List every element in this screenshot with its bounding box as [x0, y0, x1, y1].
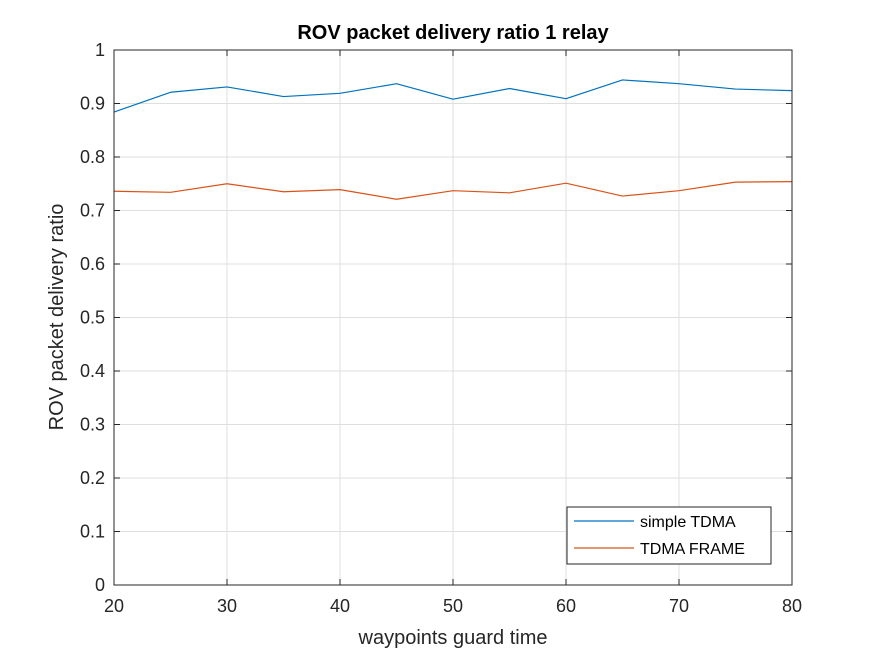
x-tick-label: 50 — [443, 596, 463, 616]
legend-label-simple-tdma: simple TDMA — [640, 514, 736, 531]
y-tick-label: 0 — [95, 575, 105, 595]
x-tick-label: 20 — [104, 596, 124, 616]
series-line-simple-tdma — [113, 79, 793, 113]
legend-box — [566, 506, 772, 565]
x-tick-label: 80 — [782, 596, 802, 616]
x-tick-label: 70 — [669, 596, 689, 616]
x-tick-label: 30 — [217, 596, 237, 616]
y-axis-label: ROV packet delivery ratio — [46, 204, 68, 431]
y-tick-label: 0.4 — [80, 361, 105, 381]
y-tick-label: 0.5 — [80, 308, 105, 328]
x-tick-label: 60 — [556, 596, 576, 616]
legend: simple TDMA TDMA FRAME — [566, 506, 772, 565]
legend-label-tdma-frame: TDMA FRAME — [640, 541, 745, 558]
y-tick-label: 0.2 — [80, 468, 105, 488]
y-tick-label: 0.8 — [80, 147, 105, 167]
x-axis-ticks: 20 30 40 50 60 70 80 — [104, 50, 802, 616]
series-line-tdma-frame — [113, 181, 793, 200]
grid-lines — [114, 50, 792, 585]
series-lines — [113, 79, 793, 200]
y-tick-label: 0.9 — [80, 94, 105, 114]
y-tick-label: 0.6 — [80, 254, 105, 274]
x-tick-label: 40 — [330, 596, 350, 616]
y-tick-label: 0.1 — [80, 522, 105, 542]
y-axis-ticks: 0 0.1 0.2 0.3 0.4 0.5 0.6 0.7 0.8 0.9 1 — [80, 40, 792, 595]
chart-title: ROV packet delivery ratio 1 relay — [297, 22, 609, 44]
y-tick-label: 0.3 — [80, 415, 105, 435]
x-axis-label: waypoints guard time — [358, 627, 548, 649]
y-tick-label: 0.7 — [80, 201, 105, 221]
y-tick-label: 1 — [95, 40, 105, 60]
